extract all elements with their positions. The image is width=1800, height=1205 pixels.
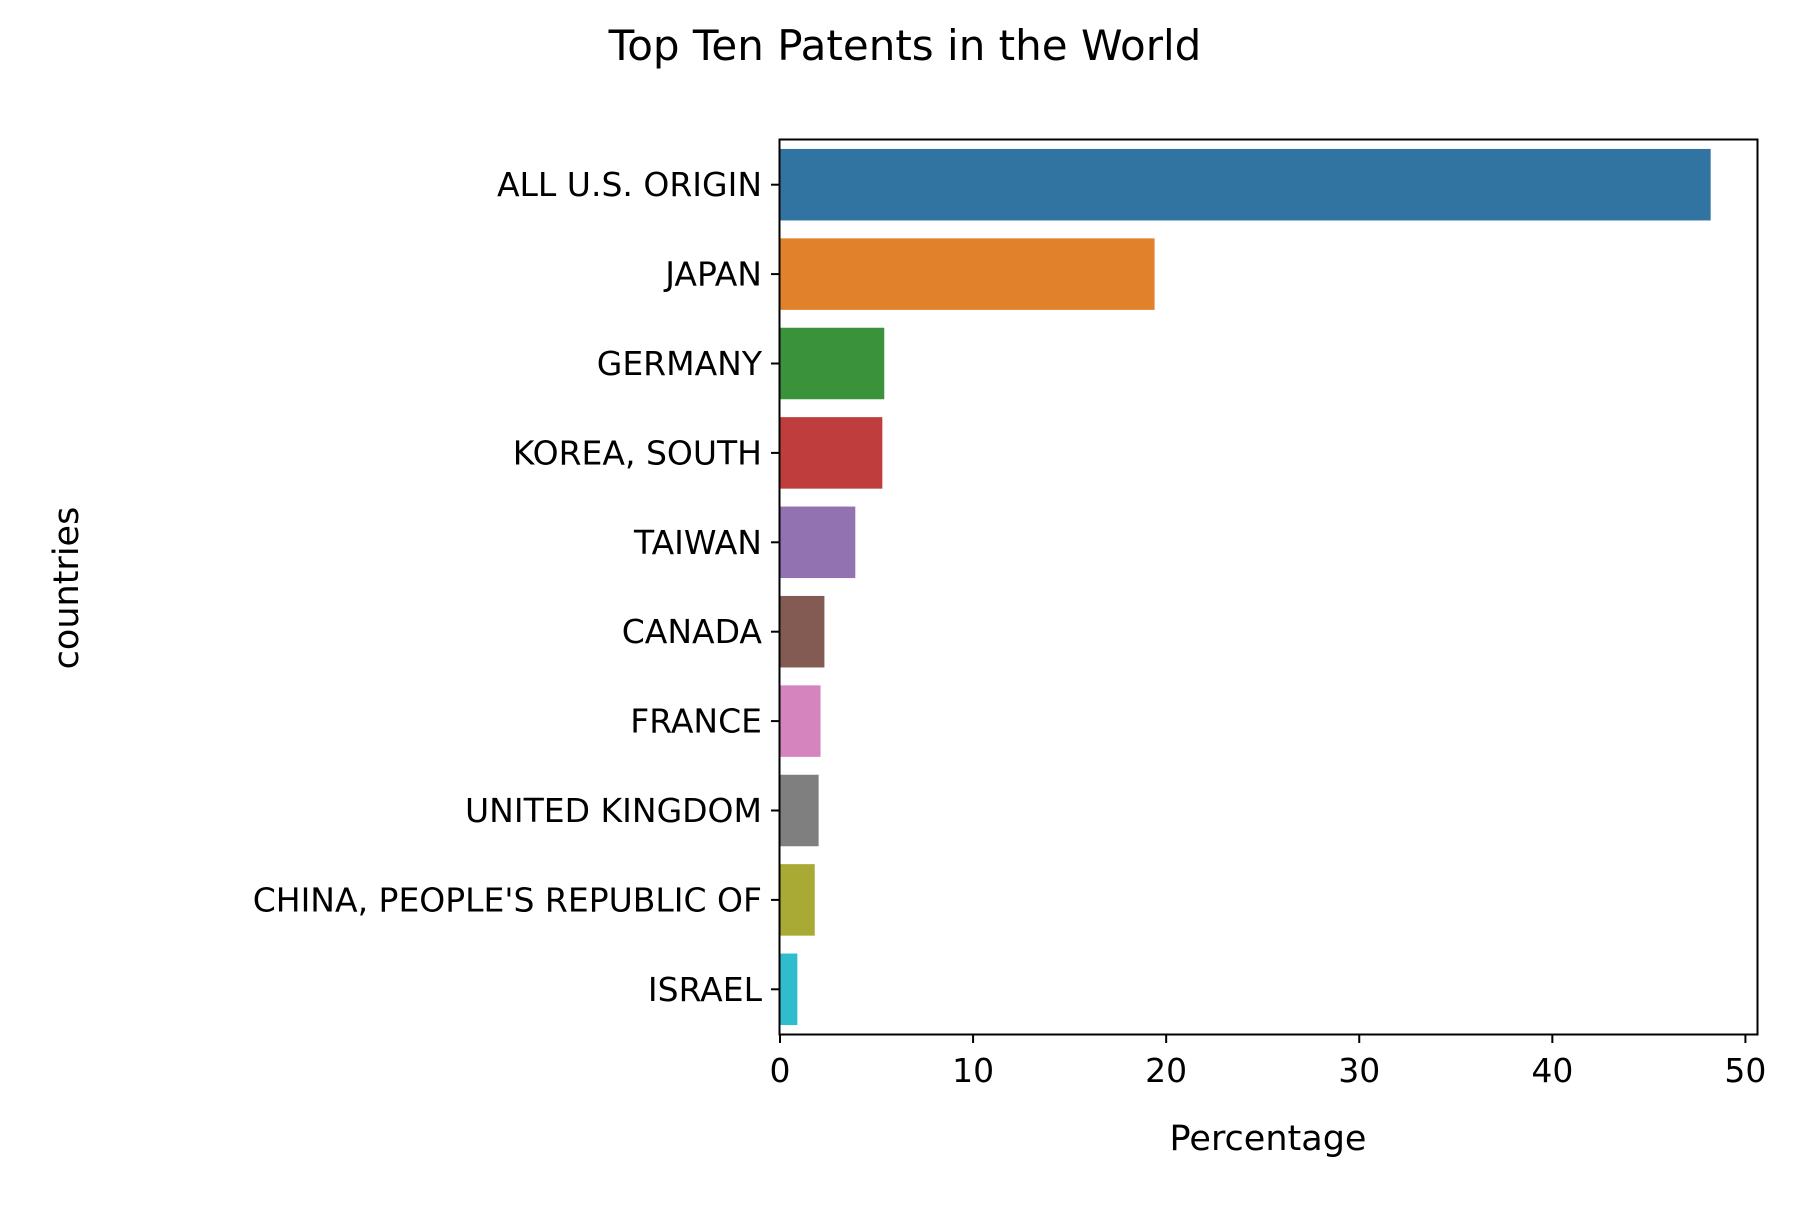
- y-tick-label: CANADA: [622, 612, 763, 651]
- bar-germany: [780, 328, 884, 400]
- x-axis-label: Percentage: [1170, 1119, 1367, 1159]
- y-tick-label: FRANCE: [630, 702, 762, 741]
- x-tick-label: 20: [1145, 1051, 1187, 1090]
- bar-china-people-s-republic-of: [780, 864, 815, 936]
- bar-united-kingdom: [780, 775, 819, 847]
- y-tick-label: UNITED KINGDOM: [465, 791, 762, 830]
- y-tick-label: TAIWAN: [633, 523, 762, 562]
- x-tick-label: 10: [952, 1051, 994, 1090]
- y-axis: ALL U.S. ORIGIN JAPAN GERMANY KOREA, SOUTH T…: [253, 165, 780, 1009]
- y-tick-label: GERMANY: [597, 344, 763, 383]
- bar-france: [780, 685, 821, 757]
- y-axis-label: countries: [47, 507, 87, 670]
- x-tick-label: 40: [1531, 1051, 1573, 1090]
- chart-title: Top Ten Patents in the World: [608, 21, 1202, 70]
- y-tick-label: CHINA, PEOPLE'S REPUBLIC OF: [253, 880, 762, 919]
- bars-layer: [780, 149, 1711, 1025]
- bar-israel: [780, 954, 797, 1026]
- x-tick-label: 0: [770, 1051, 791, 1090]
- y-tick-label: ALL U.S. ORIGIN: [497, 165, 762, 204]
- y-tick-label: ISRAEL: [648, 970, 763, 1009]
- bar-japan: [780, 238, 1155, 310]
- bar-taiwan: [780, 507, 855, 579]
- y-tick-label: JAPAN: [663, 255, 762, 294]
- bar-korea-south: [780, 417, 882, 489]
- x-tick-label: 30: [1338, 1051, 1380, 1090]
- bar-canada: [780, 596, 824, 668]
- x-tick-label: 50: [1724, 1051, 1766, 1090]
- y-tick-label: KOREA, SOUTH: [513, 433, 762, 472]
- x-axis: 0 10 20 30 40 50: [770, 1034, 1767, 1090]
- bar-all-u-s-origin: [780, 149, 1711, 221]
